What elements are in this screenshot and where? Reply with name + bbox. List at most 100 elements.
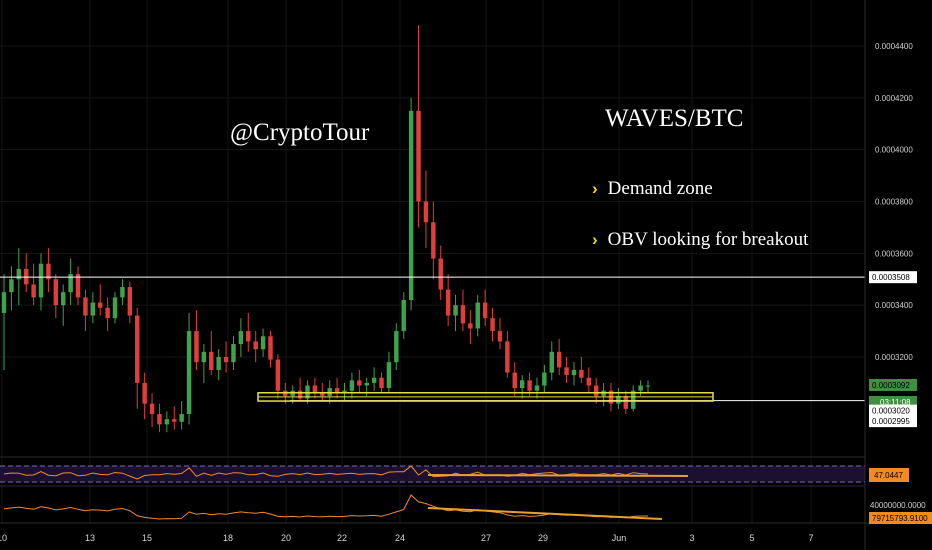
rsi-line bbox=[3, 465, 649, 480]
candlestick-series bbox=[1, 25, 651, 433]
chart-grid bbox=[0, 0, 865, 523]
candle-body bbox=[142, 382, 147, 404]
candle-body bbox=[334, 388, 340, 394]
candle-body bbox=[564, 367, 569, 376]
pair-annotation: WAVES/BTC bbox=[605, 105, 744, 132]
candle-body bbox=[23, 268, 29, 285]
candle-body bbox=[179, 414, 184, 422]
candle-body bbox=[342, 390, 347, 394]
candle-body bbox=[556, 351, 562, 368]
candle-body bbox=[638, 385, 643, 391]
rsi-band bbox=[0, 466, 865, 482]
candle-body bbox=[386, 362, 392, 389]
candle-body bbox=[194, 331, 199, 363]
candle-body bbox=[297, 390, 303, 399]
candle-body bbox=[60, 292, 66, 306]
candle-body bbox=[534, 385, 540, 391]
countdown-text: 03:11:08 bbox=[880, 398, 911, 407]
chevron-right-icon: › bbox=[592, 230, 598, 249]
candle-body bbox=[172, 419, 177, 422]
candle-body bbox=[475, 302, 480, 329]
last-price-badge: 0.0003092 bbox=[869, 378, 917, 391]
candle-body bbox=[1, 292, 7, 313]
candle-body bbox=[460, 305, 466, 324]
candle-body bbox=[164, 419, 170, 425]
candle-body bbox=[120, 287, 125, 298]
candle-body bbox=[394, 331, 399, 363]
chevron-right-icon: › bbox=[592, 179, 598, 198]
price-label-line3-text: 0.0002995 bbox=[872, 417, 910, 426]
candle-body bbox=[423, 201, 429, 223]
candle-body bbox=[238, 331, 244, 345]
candle-body bbox=[90, 302, 96, 316]
candle-body bbox=[260, 336, 266, 350]
candle-body bbox=[490, 318, 495, 332]
time-tick-label: 22 bbox=[337, 533, 347, 543]
candle-body bbox=[630, 390, 636, 409]
candle-body bbox=[112, 297, 118, 319]
candle-body bbox=[357, 380, 362, 386]
candle-body bbox=[453, 305, 458, 316]
candle-body bbox=[75, 274, 81, 298]
bullet-obv-text: OBV looking for breakout bbox=[607, 229, 809, 250]
candle-body bbox=[201, 351, 207, 363]
obv-trendline bbox=[427, 507, 663, 520]
candle-body bbox=[512, 372, 517, 389]
price-label-line1: 0.0003508 bbox=[869, 271, 917, 284]
candle-body bbox=[46, 263, 51, 280]
price-tick-label: 0.0003200 bbox=[875, 353, 913, 362]
candle-body bbox=[268, 336, 273, 360]
obv-value-text: 79715793.9100 bbox=[872, 514, 928, 523]
candle-body bbox=[253, 341, 258, 350]
candle-body bbox=[549, 351, 554, 373]
handle-annotation: @CryptoTour bbox=[230, 119, 370, 146]
candle-body bbox=[593, 385, 599, 396]
candle-body bbox=[527, 380, 532, 391]
price-label-line3: 0.0002995 bbox=[869, 415, 917, 428]
candle-body bbox=[68, 274, 73, 293]
candle-body bbox=[364, 382, 369, 386]
candle-body bbox=[401, 299, 406, 332]
candle-body bbox=[38, 263, 44, 298]
price-tick-label: 0.0003800 bbox=[875, 198, 913, 207]
bullet-demand-zone: › Demand zone bbox=[592, 178, 713, 200]
price-tick-label: 0.0003400 bbox=[875, 301, 913, 310]
time-tick-label: 29 bbox=[538, 533, 548, 543]
rsi-value-badge: 47.0447 bbox=[869, 468, 909, 482]
candle-body bbox=[519, 380, 525, 389]
candle-body bbox=[53, 279, 59, 306]
last-price-text: 0.0003092 bbox=[872, 381, 910, 390]
candle-body bbox=[542, 372, 547, 386]
candle-body bbox=[31, 284, 36, 298]
candle-body bbox=[371, 377, 377, 383]
time-tick-label: 13 bbox=[85, 533, 95, 543]
candle-body bbox=[468, 323, 473, 329]
candle-body bbox=[105, 307, 110, 319]
obv-line bbox=[3, 494, 648, 520]
candle-body bbox=[379, 377, 384, 389]
candle-body bbox=[186, 331, 192, 415]
candle-body bbox=[9, 279, 14, 293]
rsi-value-text: 47.0447 bbox=[874, 471, 903, 480]
candle-body bbox=[616, 395, 621, 404]
candle-body bbox=[231, 344, 236, 363]
candle-body bbox=[571, 369, 577, 376]
candle-body bbox=[127, 287, 133, 316]
candle-body bbox=[216, 357, 221, 370]
candle-body bbox=[98, 302, 103, 308]
candle-body bbox=[445, 289, 451, 316]
time-tick-label: 3 bbox=[689, 533, 694, 543]
candle-body bbox=[579, 369, 584, 378]
candle-body bbox=[305, 385, 310, 399]
bullet-demand-zone-text: Demand zone bbox=[607, 178, 713, 199]
time-tick-label: 27 bbox=[481, 533, 491, 543]
candle-body bbox=[408, 110, 414, 300]
price-axis: 0.0004400 0.0004200 0.0004000 0.0003800 0.00… bbox=[875, 42, 913, 362]
candle-body bbox=[349, 380, 355, 391]
candle-body bbox=[83, 297, 88, 316]
candle-body bbox=[623, 395, 629, 409]
time-tick-label: 15 bbox=[142, 533, 152, 543]
candle-body bbox=[416, 110, 421, 202]
rsi-trendline bbox=[427, 474, 689, 477]
